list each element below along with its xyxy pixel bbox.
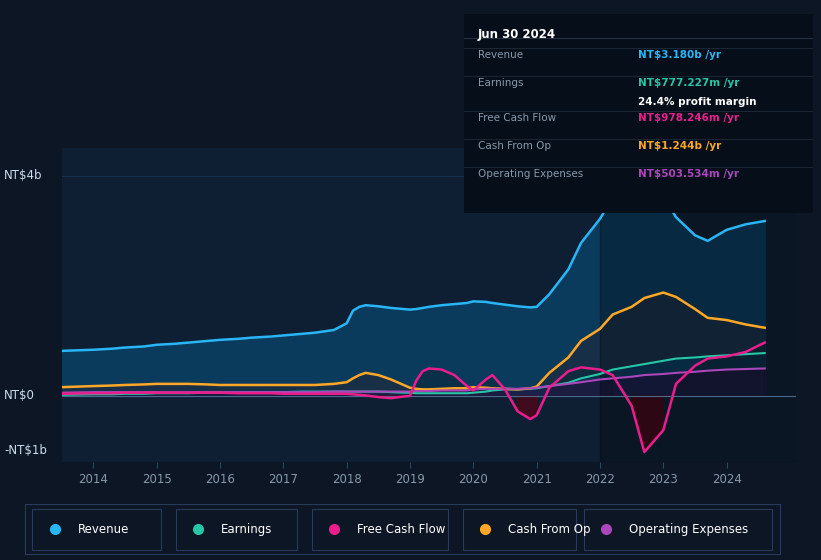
- Text: NT$4b: NT$4b: [4, 170, 43, 183]
- Text: -NT$1b: -NT$1b: [4, 445, 47, 458]
- Text: Earnings: Earnings: [478, 78, 523, 87]
- Text: Revenue: Revenue: [77, 522, 129, 536]
- Text: Operating Expenses: Operating Expenses: [478, 169, 583, 179]
- Text: NT$3.180b /yr: NT$3.180b /yr: [639, 50, 722, 60]
- Text: Cash From Op: Cash From Op: [508, 522, 590, 536]
- Text: NT$777.227m /yr: NT$777.227m /yr: [639, 78, 740, 87]
- Text: NT$503.534m /yr: NT$503.534m /yr: [639, 169, 740, 179]
- Text: NT$0: NT$0: [4, 389, 35, 403]
- Text: 24.4% profit margin: 24.4% profit margin: [639, 97, 757, 108]
- Text: NT$978.246m /yr: NT$978.246m /yr: [639, 113, 740, 123]
- Text: Operating Expenses: Operating Expenses: [629, 522, 748, 536]
- Bar: [600, 148, 803, 462]
- Text: Cash From Op: Cash From Op: [478, 141, 551, 151]
- Text: Jun 30 2024: Jun 30 2024: [478, 28, 556, 41]
- Text: Revenue: Revenue: [478, 50, 523, 60]
- Text: Free Cash Flow: Free Cash Flow: [357, 522, 445, 536]
- Text: Earnings: Earnings: [221, 522, 273, 536]
- Text: NT$1.244b /yr: NT$1.244b /yr: [639, 141, 722, 151]
- Text: Free Cash Flow: Free Cash Flow: [478, 113, 556, 123]
